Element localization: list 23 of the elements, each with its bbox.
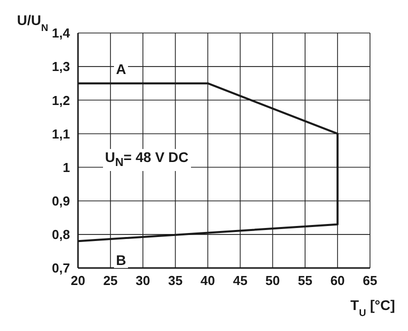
x-tick-label: 55: [298, 273, 312, 288]
x-tick-label: 30: [136, 273, 150, 288]
y-tick-label: 1,3: [52, 59, 70, 74]
y-tick-label: 0,8: [52, 227, 70, 242]
annotation: B: [114, 252, 128, 268]
y-tick-label: 1,4: [52, 26, 71, 41]
y-tick-label: 1: [62, 160, 70, 175]
x-tick-label: 20: [70, 273, 86, 288]
x-tick-label: 25: [103, 273, 118, 288]
x-tick-label: 50: [265, 273, 280, 288]
y-tick-label: 0,9: [52, 193, 70, 208]
x-tick-label: 35: [168, 273, 183, 288]
y-tick-label: 1,2: [52, 92, 70, 108]
annotation: U$_{N}$= 48 V DC: [103, 149, 191, 171]
x-tick-label: 40: [200, 273, 216, 288]
x-tick-label: 65: [362, 273, 378, 288]
x-axis-title: T$_{U}$ [°C]: [350, 297, 395, 318]
x-tick-label: 60: [330, 273, 345, 288]
y-tick-label: 1,1: [52, 126, 70, 142]
annotation: A: [114, 61, 128, 77]
y-tick-label: 0,7: [52, 260, 70, 276]
y-axis-title: U/U$_{N}$: [17, 12, 48, 34]
x-tick-label: 45: [232, 273, 248, 288]
